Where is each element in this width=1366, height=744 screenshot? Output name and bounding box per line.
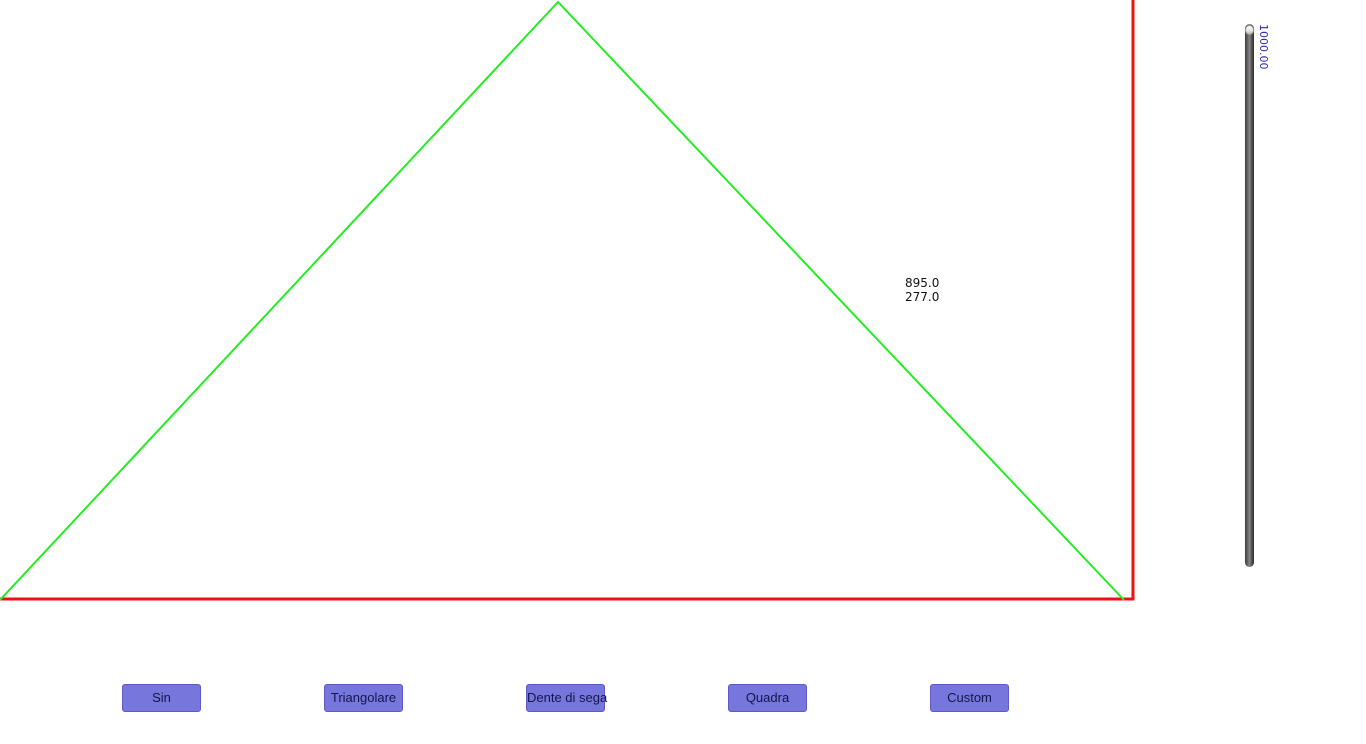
sin-button[interactable]: Sin xyxy=(122,684,201,712)
quadra-button[interactable]: Quadra xyxy=(728,684,807,712)
waveform-line xyxy=(0,0,1125,601)
amplitude-slider[interactable] xyxy=(1245,24,1254,567)
cursor-y-value: 277.0 xyxy=(905,290,940,304)
custom-button[interactable]: Custom xyxy=(930,684,1009,712)
amplitude-value-label: 1000.00 xyxy=(1257,24,1270,70)
cursor-coordinate-readout: 895.0 277.0 xyxy=(905,276,939,304)
triangolare-button[interactable]: Triangolare xyxy=(324,684,403,712)
amplitude-slider-thumb[interactable] xyxy=(1245,25,1254,35)
dente-di-sega-button[interactable]: Dente di sega xyxy=(526,684,607,712)
cursor-x-value: 895.0 xyxy=(905,276,940,290)
